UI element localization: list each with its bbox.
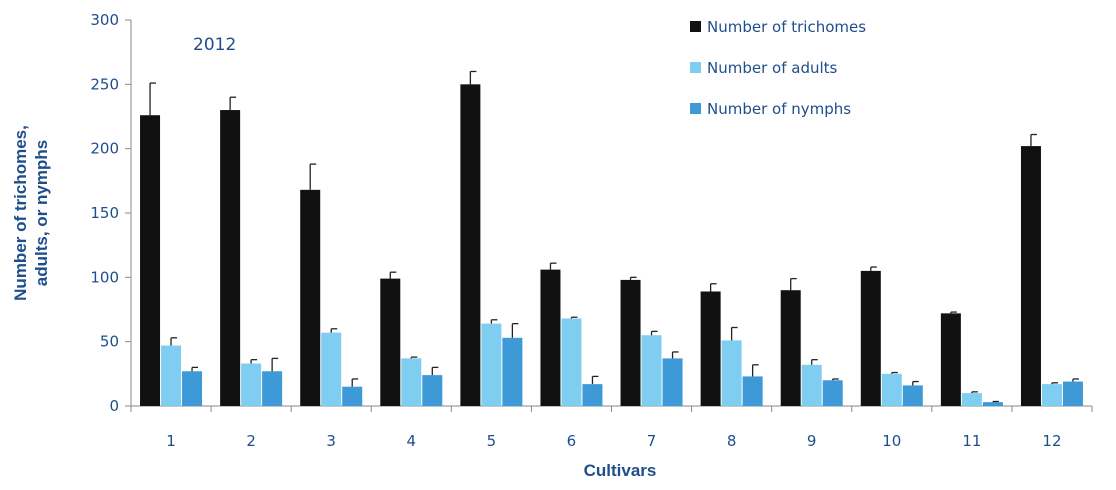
- y-tick-label: 300: [90, 11, 119, 29]
- legend-swatch: [690, 62, 701, 73]
- bar: [801, 364, 822, 406]
- x-tick-label: 3: [326, 432, 336, 450]
- bar: [700, 291, 721, 406]
- bar: [1062, 381, 1083, 406]
- bar: [742, 376, 763, 406]
- legend-label: Number of adults: [707, 59, 838, 77]
- bar: [401, 358, 422, 406]
- bar: [982, 402, 1003, 406]
- x-tick-label: 10: [882, 432, 901, 450]
- x-tick-label: 4: [407, 432, 417, 450]
- x-tick-label: 8: [727, 432, 737, 450]
- y-tick-label: 0: [109, 397, 119, 415]
- bar: [780, 290, 801, 406]
- bar: [220, 110, 241, 407]
- bar: [561, 318, 582, 406]
- chart-annotation: 2012: [193, 35, 236, 55]
- y-tick-label: 150: [90, 204, 119, 222]
- y-tick-label: 250: [90, 75, 119, 93]
- x-tick-label: 1: [166, 432, 176, 450]
- bar: [620, 279, 641, 406]
- y-tick-label: 100: [90, 268, 119, 286]
- x-axis-label: Cultivars: [584, 461, 657, 480]
- legend-swatch: [690, 103, 701, 114]
- legend-label: Number of trichomes: [707, 18, 866, 36]
- bar: [161, 345, 182, 406]
- bar: [481, 323, 502, 406]
- bar: [342, 386, 363, 406]
- bar: [422, 375, 443, 406]
- bar: [641, 335, 662, 406]
- bar: [262, 371, 283, 406]
- bar: [502, 337, 523, 406]
- legend-label: Number of nymphs: [707, 100, 851, 118]
- bar: [300, 189, 321, 406]
- x-tick-label: 5: [487, 432, 497, 450]
- bar: [662, 358, 683, 406]
- bar: [460, 84, 481, 406]
- y-axis-label-line2: adults, or nymphs: [32, 140, 51, 286]
- bar: [582, 384, 603, 406]
- bar: [380, 278, 401, 406]
- legend-swatch: [690, 21, 701, 32]
- y-tick-label: 50: [100, 333, 119, 351]
- bar: [1020, 146, 1041, 407]
- bar: [902, 385, 923, 406]
- x-tick-label: 7: [647, 432, 657, 450]
- bar: [822, 380, 843, 406]
- x-tick-label: 12: [1042, 432, 1061, 450]
- bar: [860, 270, 881, 406]
- y-axis-label-line1: Number of trichomes,: [11, 125, 30, 301]
- x-tick-label: 9: [807, 432, 817, 450]
- bar: [140, 115, 161, 407]
- x-tick-label: 6: [567, 432, 577, 450]
- bar: [241, 363, 262, 406]
- y-tick-label: 200: [90, 140, 119, 158]
- x-tick-label: 11: [962, 432, 981, 450]
- bar: [182, 371, 203, 406]
- bar: [961, 393, 982, 406]
- bar: [721, 340, 742, 406]
- bar: [940, 313, 961, 406]
- x-tick-label: 2: [246, 432, 256, 450]
- bars: [140, 70, 1083, 407]
- bar: [881, 373, 902, 406]
- bar: [540, 269, 561, 406]
- legend: Number of trichomes Number of adults Numbe…: [690, 18, 866, 118]
- bar: [321, 332, 342, 406]
- bar: [1041, 384, 1062, 406]
